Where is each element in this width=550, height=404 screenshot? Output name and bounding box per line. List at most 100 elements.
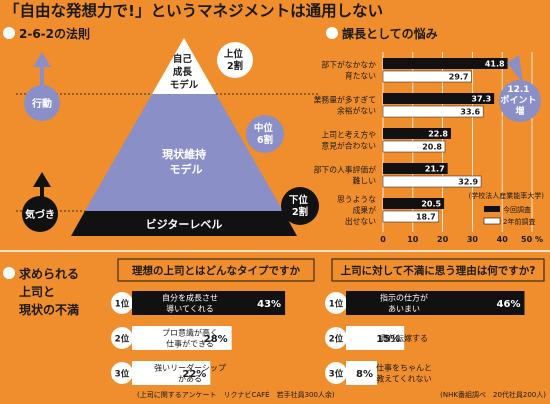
svg-text:12.1 ポイント 増: 12.1 ポイント 増 — [500, 85, 539, 117]
rank-badge — [111, 327, 133, 349]
bar-previous — [382, 175, 482, 188]
section-bullet-icon — [3, 267, 15, 279]
level-middle-name-1: 現状維持 — [162, 147, 206, 161]
svg-text:中位 6割: 中位 6割 — [254, 122, 276, 146]
x-tick-label: 10 — [407, 235, 419, 244]
panel-bar — [132, 291, 286, 315]
rank-label: 3位 — [115, 369, 130, 380]
category-label: 部下の人事評価が難しい — [314, 165, 377, 186]
panel-category-label: 指示の仕方があいまい — [380, 293, 428, 314]
action-badge — [24, 85, 60, 121]
panel-bar — [346, 326, 405, 350]
tag-bottom-badge — [281, 187, 319, 225]
level-top-name-3: モデル — [170, 79, 199, 91]
category-label: 部下がなかなか育たない — [321, 60, 376, 81]
tag-middle-line-2: 6割 — [257, 134, 273, 146]
panel-value-label: 43% — [257, 299, 281, 310]
worries-source: (学校法人産業能率大学) — [469, 191, 545, 200]
tag-top-line-2: 2割 — [227, 60, 243, 72]
panel-title-box — [117, 258, 315, 282]
rank-label: 3位 — [329, 369, 344, 380]
legend-current-label: 今回調査 — [503, 205, 531, 214]
bar-current — [383, 128, 451, 139]
rank-label: 1位 — [329, 299, 344, 310]
panel-value-label: 22% — [182, 369, 206, 380]
rank-badge — [325, 327, 347, 349]
rank-badge — [325, 362, 347, 384]
panel-title: 上司に対して不満に思う理由は何ですか? — [341, 264, 536, 277]
awareness-label: 気づき — [24, 208, 55, 221]
panel-title: 理想の上司とはどんなタイプですか — [132, 264, 300, 277]
legend-previous-label: 2年前調査 — [503, 217, 535, 226]
panel-bar — [346, 361, 378, 385]
bar-current — [383, 58, 508, 69]
bar-previous — [382, 210, 439, 223]
rank-badge — [111, 292, 133, 314]
pyramid-top-level — [152, 38, 216, 94]
panel-category-label: 自分を成長させ導いてくれる — [162, 293, 218, 314]
panel-bar — [346, 291, 525, 315]
ideal-boss-chart: 理想の上司とはどんなタイプですか 1位 自分を成長させ導いてくれる 43% 2位 プロ意識… — [111, 258, 335, 399]
panel-source: (NHK番組調べ 20代社員200人) — [440, 390, 546, 399]
rank-badge — [111, 362, 133, 384]
level-bottom-name: ビジターレベル — [146, 217, 223, 231]
legend-current-swatch — [484, 206, 500, 212]
bar-value-label: 20.8 — [422, 143, 442, 152]
panel-value-label: 28% — [204, 334, 228, 345]
action-arrow-up-icon — [33, 52, 51, 67]
svg-text:下位 2割: 下位 2割 — [289, 194, 311, 218]
svg-text:上位 2割: 上位 2割 — [224, 48, 246, 72]
svg-text:求められる 上司と 現状の不満: 求められる 上司と 現状の不満 — [19, 266, 83, 317]
bar-current — [383, 198, 445, 209]
legend-previous-swatch — [483, 217, 501, 225]
awareness-arrow-up-icon — [33, 172, 51, 187]
bottom-heading-line-1: 求められる — [19, 266, 79, 281]
panel-value-label: 8% — [356, 369, 373, 380]
tag-top-line-1: 上位 — [224, 48, 244, 60]
panel-category-label: 仕事をちゃんと教えてくれない — [376, 363, 432, 384]
rank-badge — [325, 292, 347, 314]
rank-label: 2位 — [329, 334, 344, 345]
panel-value-label: 15% — [376, 334, 400, 345]
callout-line-3: 増 — [515, 105, 524, 117]
panel-value-label: 46% — [497, 299, 521, 310]
bar-value-label: 33.6 — [460, 108, 480, 117]
x-tick-label: 30 — [467, 235, 479, 244]
main-title: 「自由な発想力で!」というマネジメントは通用しない — [4, 1, 383, 20]
bar-previous — [382, 105, 484, 118]
bar-value-label: 20.5 — [421, 200, 441, 209]
bar-value-label: 29.7 — [449, 73, 469, 82]
worries-heading: 課長としての悩み — [342, 26, 438, 41]
category-label: 上司と考え方や意見が合わない — [321, 130, 376, 151]
rank-label: 2位 — [115, 334, 130, 345]
pyramid-middle-level — [85, 94, 283, 211]
level-top-name-2: 成長 — [173, 66, 193, 78]
tag-middle-line-1: 中位 — [254, 122, 274, 134]
panel-bar — [132, 361, 211, 385]
svg-text:現状維持 モデル: 現状維持 モデル — [162, 147, 210, 176]
level-middle-name-2: モデル — [170, 162, 203, 176]
tag-middle-badge — [246, 115, 284, 153]
tag-top-badge — [217, 42, 253, 78]
awareness-badge — [22, 196, 58, 232]
callout-pointer — [507, 55, 523, 83]
panel-source: (上司に関するアンケート リクナビCAFÉ 若手社員300人余) — [137, 390, 335, 399]
panel-category-label: 強いリーダーシップがある — [154, 363, 226, 384]
x-tick-label: 20 — [437, 235, 449, 244]
category-label: 業務量が多すぎて余裕がない — [314, 95, 377, 116]
complaint-chart: 上司に対して不満に思う理由は何ですか? 1位 指示の仕方があいまい 46% 2位 責任転嫁… — [325, 258, 546, 399]
panel-category-label: プロ意識が高く仕事ができる — [162, 328, 218, 349]
x-tick-label: 40 — [497, 235, 509, 244]
action-label: 行動 — [31, 97, 52, 110]
svg-text:自己 成長 モデル: 自己 成長 モデル — [170, 53, 199, 91]
bottom-heading-line-2: 上司と — [19, 284, 55, 299]
callout-line-2: ポイント — [500, 94, 536, 106]
bar-value-label: 32.9 — [458, 178, 478, 187]
bar-value-label: 41.8 — [485, 60, 505, 69]
callout-line-1: 12.1 — [507, 85, 529, 95]
worries-chart: 0 10 20 30 40 50 % 部下がなかなか育たない 41.8 29.7 業務量が多すぎて… — [314, 52, 543, 244]
section-bullet-icon — [326, 27, 338, 39]
panel-bar — [132, 326, 232, 350]
panel-title-box — [331, 258, 545, 282]
